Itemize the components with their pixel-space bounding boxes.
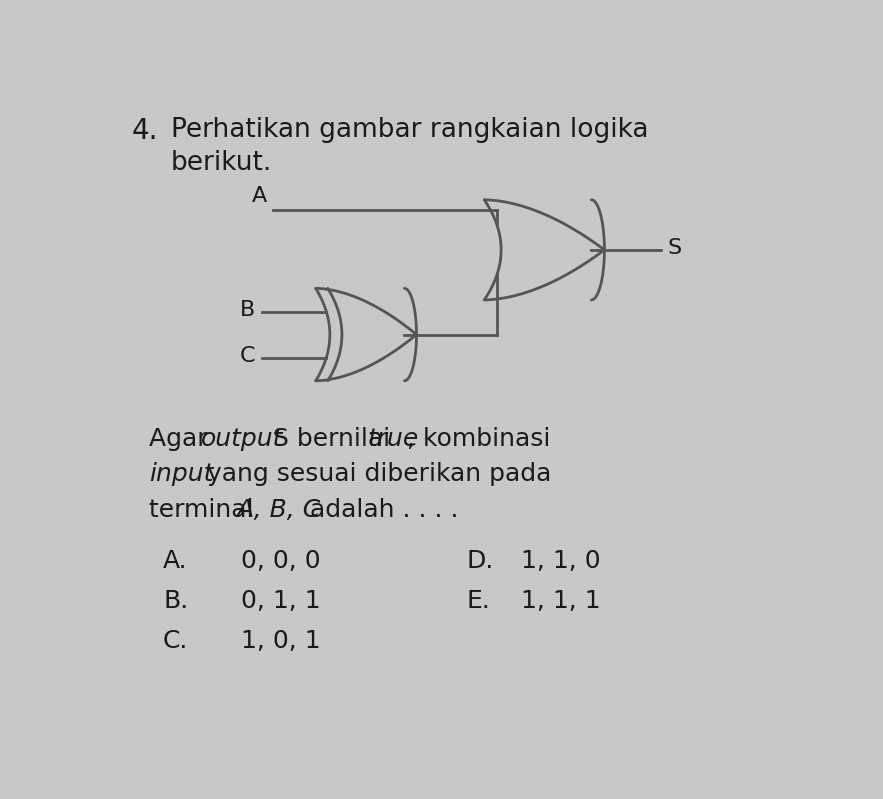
Text: S: S <box>668 238 682 258</box>
Text: input: input <box>149 463 214 487</box>
Text: B: B <box>240 300 255 320</box>
Text: yang sesuai diberikan pada: yang sesuai diberikan pada <box>199 463 551 487</box>
Text: B.: B. <box>163 589 188 613</box>
Text: berikut.: berikut. <box>170 149 272 176</box>
Text: true: true <box>368 427 419 451</box>
Text: C.: C. <box>163 629 188 653</box>
Text: output: output <box>200 427 283 451</box>
Text: 1, 0, 1: 1, 0, 1 <box>240 629 321 653</box>
Text: A: A <box>252 186 267 206</box>
Text: 1, 1, 0: 1, 1, 0 <box>521 549 600 573</box>
Text: D.: D. <box>467 549 494 573</box>
Text: 0, 0, 0: 0, 0, 0 <box>240 549 321 573</box>
Text: , kombinasi: , kombinasi <box>407 427 551 451</box>
Text: S bernilai: S bernilai <box>265 427 397 451</box>
Text: adalah . . . .: adalah . . . . <box>302 498 458 522</box>
Text: C: C <box>240 347 255 367</box>
Text: 0, 1, 1: 0, 1, 1 <box>240 589 321 613</box>
Text: A, B, C: A, B, C <box>237 498 321 522</box>
Text: 4.: 4. <box>132 117 159 145</box>
Text: terminal: terminal <box>149 498 261 522</box>
Text: A.: A. <box>163 549 188 573</box>
Text: E.: E. <box>467 589 491 613</box>
Text: 1, 1, 1: 1, 1, 1 <box>521 589 600 613</box>
Text: Perhatikan gambar rangkaian logika: Perhatikan gambar rangkaian logika <box>170 117 648 144</box>
Text: Agar: Agar <box>149 427 215 451</box>
